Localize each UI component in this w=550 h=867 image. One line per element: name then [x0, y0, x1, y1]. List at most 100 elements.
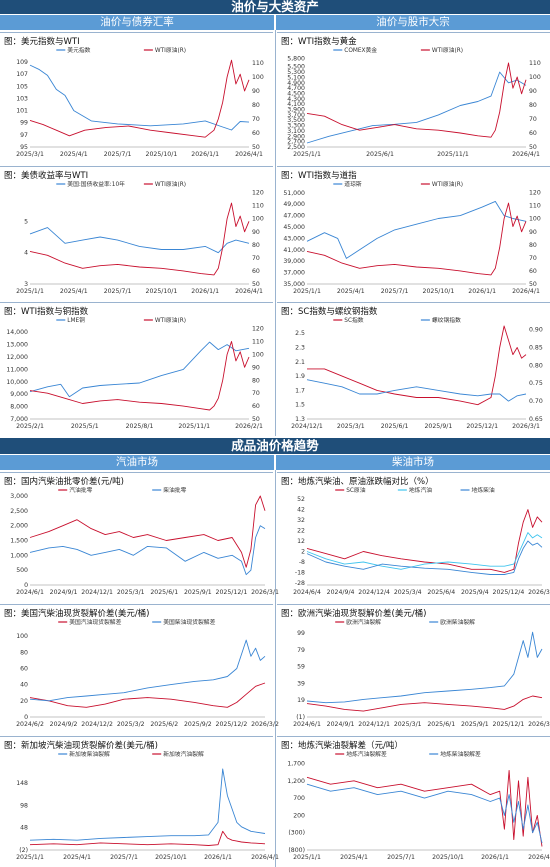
series-line	[29, 341, 250, 411]
x-tick: 2024/12/4	[358, 589, 390, 596]
y-tick-right: 0.65	[529, 416, 543, 423]
chart-svg: 0 500 1,000 1,500 2,000 2,500 3,000 2024/6/1 202…	[10, 486, 279, 596]
y-tick-left: 39,000	[283, 258, 305, 265]
x-tick: 2024/6/1	[16, 589, 44, 596]
x-tick: 2025/10/1	[423, 288, 455, 295]
legend-label: LME铜	[67, 316, 85, 324]
x-tick: 2024/9/1	[50, 589, 78, 596]
series-line	[306, 783, 543, 844]
series-line	[29, 639, 266, 702]
y-tick-left: 100	[16, 633, 28, 640]
y-tick-left: 700	[293, 795, 305, 802]
x-tick: 2025/6/1	[366, 151, 394, 158]
y-tick-right: 70	[529, 116, 537, 123]
x-tick: 2026/1/1	[204, 854, 232, 861]
chart-title: 图：新加坡汽柴油现货裂解价差(美元/桶)	[4, 741, 158, 751]
chart-svg: 3 4 5 50 60 70 80 90 100 110 120 2025/1/1 2025/4/1 20…	[16, 180, 264, 295]
y-tick-left: (800)	[288, 847, 305, 854]
y-tick-left: -8	[299, 559, 305, 566]
y-tick-left: 3,300	[287, 123, 305, 130]
y-tick-right: 60	[529, 130, 537, 137]
chart-svg: 7,000 8,000 9,000 10,000 11,000 12,000 13,000 1…	[6, 316, 264, 430]
chart-panel-rise_fall: 图：地炼汽柴油、原油涨跌幅对比（%） -28 -18 -8 2 12 22 32 42 52 202…	[277, 472, 550, 602]
y-tick-left: 1.5	[295, 402, 305, 409]
x-tick: 2025/6/1	[150, 589, 178, 596]
y-tick-right: 100	[529, 216, 541, 223]
y-tick-left: 49,000	[283, 201, 305, 208]
y-tick-left: 79	[297, 647, 305, 654]
y-tick-left: 40	[20, 682, 28, 689]
y-tick-left: 5,500	[287, 64, 305, 71]
y-tick-left: (300)	[288, 830, 305, 837]
chart-title: 图：国内汽柴油批零价差(元/吨)	[4, 477, 124, 487]
chart-panel-sg_crack: 图：新加坡汽柴油现货裂解价差(美元/桶) (2) 48 98 148 2025/1/1 20…	[0, 736, 279, 867]
legend-label: 美国汽油现货裂解差	[69, 618, 121, 626]
x-tick: 2025/9/1	[461, 721, 489, 728]
y-tick-left: 80	[20, 649, 28, 656]
y-tick-left: 95	[20, 144, 28, 151]
x-tick: 2026/4/1	[235, 151, 263, 158]
y-tick-left: 3,000	[10, 493, 28, 500]
x-tick: 2025/1/1	[293, 854, 321, 861]
x-tick: 2026/3/4	[528, 589, 550, 596]
y-tick-left: 51,000	[283, 190, 305, 197]
section-banner-products: 成品油价格趋势	[0, 438, 550, 454]
x-tick: 2025/3/1	[337, 423, 365, 430]
legend-label: 柴油批零	[163, 486, 186, 494]
x-tick: 2025/6/1	[381, 423, 409, 430]
y-tick-left: 3	[24, 281, 28, 288]
y-tick-left: 1.7	[295, 387, 305, 394]
chart-title: 图：地炼汽柴油裂解差（元/吨）	[281, 741, 403, 751]
y-tick-left: 500	[16, 567, 28, 574]
subheader-left: 油价与债券汇率	[0, 15, 274, 30]
legend-label: 美元指数	[67, 46, 90, 54]
legend-label: WTI原油(R)	[432, 46, 463, 54]
y-tick-left: 4,700	[287, 85, 305, 92]
y-tick-right: 110	[252, 60, 264, 67]
y-tick-right: 0.85	[529, 344, 543, 351]
y-tick-right: 50	[252, 416, 260, 423]
y-tick-left: -18	[295, 569, 305, 576]
x-tick: 2026/2/1	[235, 423, 263, 430]
y-tick-right: 90	[252, 88, 260, 95]
chart-panel-eu_crack: 图：欧洲汽柴油现货裂解价差(美元/桶) (1) 19 39 59 79 99 2024/6/1…	[277, 604, 550, 734]
y-tick-left: 105	[16, 83, 28, 90]
y-tick-right: 0.80	[529, 362, 543, 369]
y-tick-left: 5,800	[287, 56, 305, 63]
series-line	[29, 64, 250, 131]
legend-label: 美国:国债收益率:10年	[67, 180, 125, 188]
y-tick-right: 90	[529, 88, 537, 95]
y-tick-left: 22	[297, 528, 305, 535]
x-tick: 2026/4/1	[512, 288, 540, 295]
y-tick-left: 99	[20, 120, 28, 127]
y-tick-right: 50	[529, 281, 537, 288]
series-line	[307, 325, 527, 406]
legend-label: 道琼斯	[344, 180, 362, 188]
x-tick: 2025/9/1	[184, 589, 212, 596]
x-tick: 2025/7/1	[104, 288, 132, 295]
x-tick: 2025/9/1	[425, 423, 453, 430]
x-tick: 2024/12/1	[358, 721, 390, 728]
chart-svg: (1) 19 39 59 79 99 2024/6/1 2024/9/1 2024/12/1 20…	[293, 618, 550, 728]
chart-panel-usd: 图：美元指数与WTI 95 97 99 101 103 105 107 109 50 60 70 80 9…	[0, 32, 273, 164]
y-tick-right: 50	[252, 281, 260, 288]
x-tick: 2024/6/4	[293, 589, 321, 596]
chart-panel-yield: 图：美债收益率与WTI 3 4 5 50 60 70 80 90 100 110 120 2025/1/…	[0, 166, 273, 301]
y-tick-left: 2,500	[287, 144, 305, 151]
y-tick-left: 12	[297, 538, 305, 545]
x-tick: 2025/10/1	[146, 151, 178, 158]
x-tick: 2026/3/1	[512, 423, 540, 430]
y-tick-right: 50	[252, 144, 260, 151]
column-divider	[275, 470, 276, 867]
y-tick-left: 4,300	[287, 96, 305, 103]
legend-label: 新加坡柴油裂解	[69, 750, 110, 758]
y-tick-right: 90	[252, 229, 260, 236]
legend-label: WTI原油(R)	[155, 316, 186, 324]
y-tick-left: 12,000	[6, 354, 28, 361]
x-tick: 2025/3/1	[117, 589, 145, 596]
y-tick-right: 0.75	[529, 380, 543, 387]
y-tick-left: 103	[16, 95, 28, 102]
y-tick-left: 60	[20, 665, 28, 672]
y-tick-right: 90	[529, 229, 537, 236]
series-line	[306, 695, 543, 712]
